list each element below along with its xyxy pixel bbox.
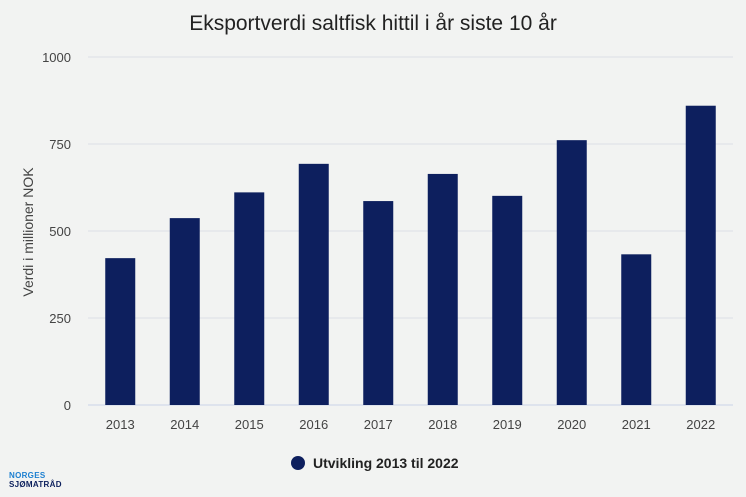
- bar-2015[interactable]: [234, 192, 265, 405]
- x-tick-label: 2015: [235, 417, 264, 432]
- legend[interactable]: Utvikling 2013 til 2022: [291, 455, 459, 471]
- bars: [105, 105, 716, 405]
- bar-2021[interactable]: [621, 254, 652, 405]
- chart-title: Eksportverdi saltfisk hittil i år siste …: [189, 12, 557, 35]
- x-tick-label: 2020: [557, 417, 586, 432]
- legend-label: Utvikling 2013 til 2022: [313, 455, 459, 471]
- x-axis-ticks: 2013 2014 2015 2016 2017 2018 2019 2020 2021 2022: [106, 417, 715, 432]
- x-tick-label: 2019: [493, 417, 522, 432]
- legend-marker: [291, 456, 305, 470]
- y-tick-label: 1000: [42, 50, 71, 65]
- logo-line-2: SJØMATRÅD: [9, 480, 62, 489]
- bar-2017[interactable]: [363, 201, 394, 405]
- norges-sjomatrad-logo: NORGES SJØMATRÅD: [9, 471, 62, 489]
- x-tick-label: 2013: [106, 417, 135, 432]
- x-tick-label: 2018: [428, 417, 457, 432]
- bar-2016[interactable]: [298, 163, 329, 405]
- bar-2020[interactable]: [556, 140, 587, 405]
- logo-line-1: NORGES: [9, 471, 46, 480]
- y-tick-label: 750: [49, 137, 71, 152]
- y-axis-ticks: 0 250 500 750 1000: [42, 50, 71, 413]
- bar-2014[interactable]: [169, 218, 200, 405]
- x-tick-label: 2016: [299, 417, 328, 432]
- bar-2013[interactable]: [105, 258, 136, 405]
- x-tick-label: 2014: [170, 417, 199, 432]
- y-tick-label: 500: [49, 224, 71, 239]
- x-tick-label: 2021: [622, 417, 651, 432]
- bar-2019[interactable]: [492, 195, 523, 405]
- x-tick-label: 2017: [364, 417, 393, 432]
- bar-2018[interactable]: [427, 173, 458, 405]
- y-tick-label: 250: [49, 311, 71, 326]
- y-axis-label: Verdi i millioner NOK: [20, 167, 36, 297]
- y-tick-label: 0: [64, 398, 71, 413]
- x-tick-label: 2022: [686, 417, 715, 432]
- bar-2022[interactable]: [685, 105, 716, 405]
